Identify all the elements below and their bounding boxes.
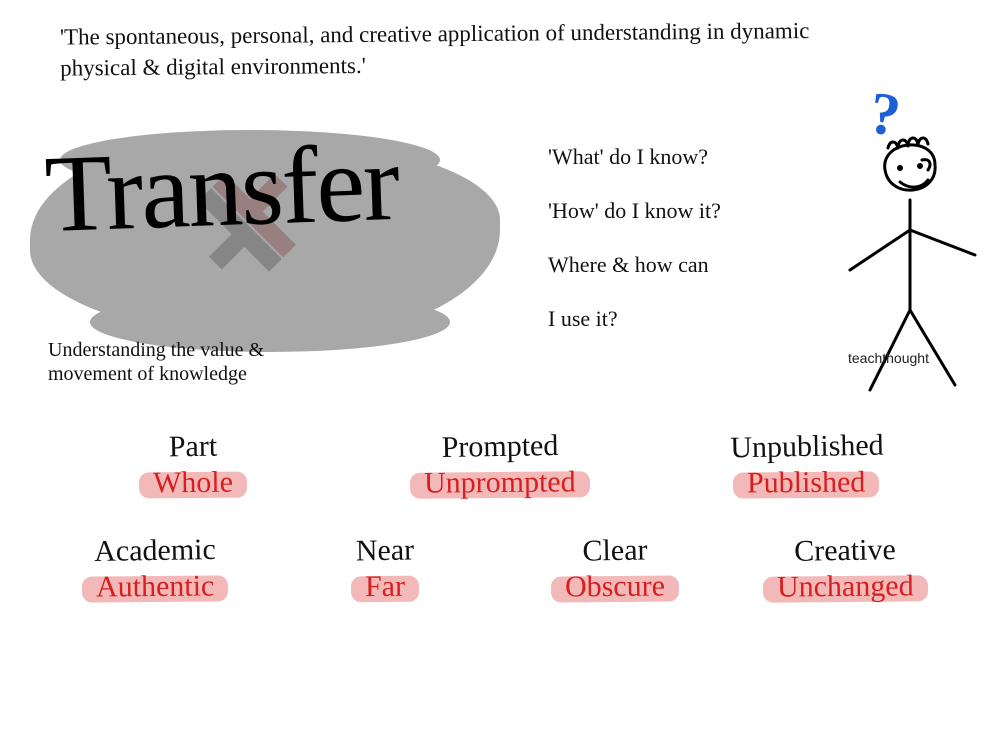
question-4: I use it? (540, 302, 626, 336)
pair-top: Part (103, 428, 284, 465)
pair-part-whole: Part Whole (103, 430, 283, 500)
definition-quote: 'The spontaneous, personal, and creative… (60, 14, 881, 83)
subtitle: Understanding the value & movement of kn… (48, 338, 348, 386)
question-1: 'What' do I know? (540, 140, 716, 174)
question-4-text: I use it? (548, 306, 618, 331)
main-title: Transfer (43, 119, 400, 258)
pair-bottom: Far (357, 570, 413, 604)
question-3-text: Where & how can (548, 252, 709, 277)
pairs-row-2: Academic Authentic Near Far Clear Obscur… (40, 534, 960, 604)
pair-near-far: Near Far (295, 534, 475, 604)
question-1-text: 'What' do I know? (548, 144, 708, 169)
pairs-grid: Part Whole Prompted Unprompted Unpublish… (40, 430, 960, 638)
pair-top: Academic (65, 532, 246, 569)
pair-clear-obscure: Clear Obscure (525, 534, 705, 604)
pair-bottom: Unprompted (416, 465, 584, 500)
question-2: 'How' do I know it? (540, 194, 729, 228)
pair-top: Unpublished (716, 428, 897, 465)
pair-unpublished-published: Unpublished Published (717, 430, 897, 500)
attribution: teachthought (848, 350, 929, 366)
pair-bottom: Whole (145, 466, 241, 501)
pair-bottom: Published (739, 465, 874, 500)
stick-figure-icon (840, 100, 990, 420)
questions-block: 'What' do I know? 'How' do I know it? Wh… (540, 130, 820, 346)
question-3: Where & how can (540, 248, 717, 282)
pair-top: Prompted (410, 428, 591, 465)
pair-bottom: Authentic (88, 569, 223, 604)
pair-creative-unchanged: Creative Unchanged (755, 534, 935, 604)
pair-top: Creative (755, 532, 936, 569)
pair-top: Near (295, 532, 476, 569)
pairs-row-1: Part Whole Prompted Unprompted Unpublish… (40, 430, 960, 500)
pair-bottom: Obscure (557, 569, 673, 604)
pair-prompted-unprompted: Prompted Unprompted (410, 430, 590, 500)
pair-top: Clear (525, 532, 706, 569)
pair-bottom: Unchanged (769, 569, 922, 604)
question-2-text: 'How' do I know it? (548, 198, 721, 223)
pair-academic-authentic: Academic Authentic (65, 534, 245, 604)
